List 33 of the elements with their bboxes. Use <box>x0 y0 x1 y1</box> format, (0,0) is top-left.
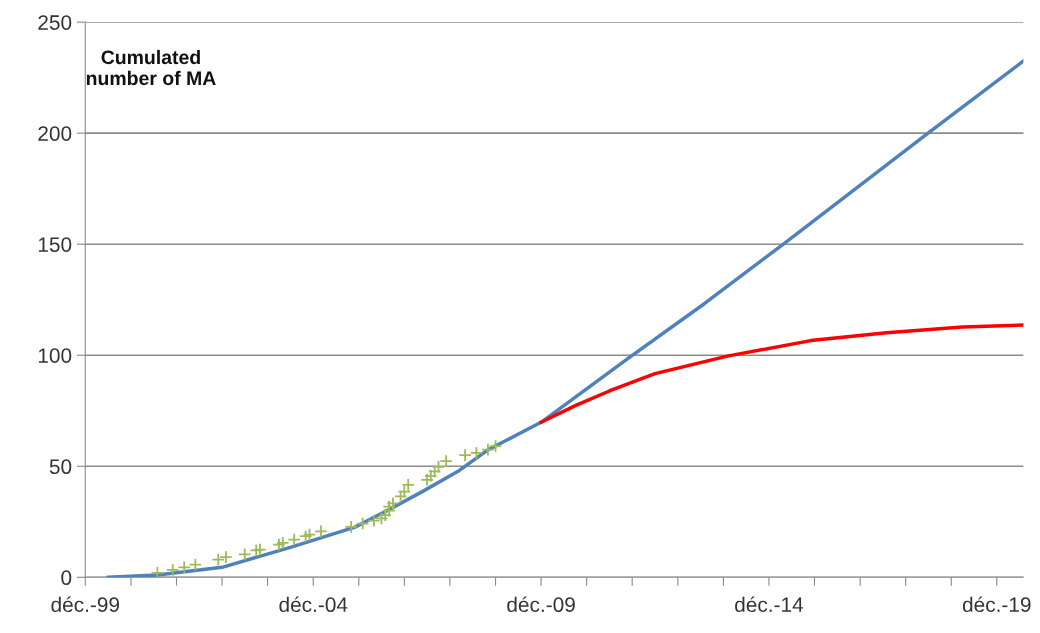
x-tick-label: déc.-09 <box>507 596 575 613</box>
point <box>253 542 267 557</box>
point <box>272 537 286 552</box>
y-tick-label: 150 <box>38 237 72 252</box>
point <box>458 448 472 462</box>
point <box>238 547 252 562</box>
y-tick-label: 100 <box>38 348 72 363</box>
point <box>177 560 191 575</box>
point <box>166 563 180 577</box>
x-tick-label: déc.-04 <box>279 596 348 613</box>
point <box>249 543 263 558</box>
x-tick-label: déc.-19 <box>962 596 1031 613</box>
y-tick-label: 50 <box>49 459 72 475</box>
point <box>211 552 226 567</box>
point <box>276 536 290 550</box>
point <box>355 516 370 531</box>
point <box>469 446 484 460</box>
point <box>219 550 233 564</box>
line-series <box>539 323 1024 425</box>
point <box>344 520 358 534</box>
y-tick-label: 250 <box>38 15 72 30</box>
point <box>314 524 328 539</box>
point <box>287 532 301 547</box>
y-tick-label: 0 <box>61 570 72 586</box>
point <box>302 527 317 542</box>
point <box>298 529 313 543</box>
point <box>367 513 381 528</box>
y-tick-label: 200 <box>38 126 72 141</box>
annotation: Cumulated number of MA <box>86 49 216 86</box>
x-tick-label: déc.-14 <box>735 596 804 613</box>
point <box>150 566 165 578</box>
x-tick-label: déc.-99 <box>51 596 120 613</box>
point <box>188 557 203 572</box>
